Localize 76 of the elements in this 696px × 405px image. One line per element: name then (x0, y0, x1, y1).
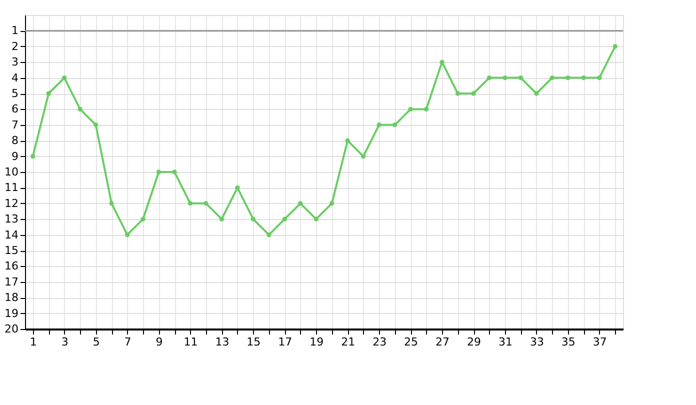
point (455, 91, 460, 96)
x-tick-label: 21 (341, 336, 356, 348)
y-tick-label: 15 (4, 244, 18, 257)
point (314, 216, 318, 222)
x-tick-label: 19 (310, 336, 324, 348)
point (518, 75, 524, 80)
point (408, 106, 413, 112)
point (534, 91, 539, 96)
point (140, 216, 146, 222)
x-tick-label: 13 (215, 336, 230, 348)
y-tick-label: 20 (4, 322, 18, 336)
y-tick-label: 18 (4, 291, 18, 304)
point (392, 122, 398, 128)
x-tick-label: 35 (561, 336, 576, 348)
point (471, 91, 476, 96)
x-tick-label: 37 (592, 336, 607, 348)
point (282, 216, 288, 222)
point (62, 75, 67, 80)
point (486, 75, 492, 80)
point (597, 75, 602, 80)
point (424, 106, 429, 112)
x-tick-label: 27 (436, 336, 450, 348)
point (550, 75, 555, 80)
point (172, 170, 177, 174)
point (30, 154, 36, 159)
point (566, 75, 570, 80)
point (124, 232, 130, 238)
y-tick-label: 17 (4, 275, 18, 288)
point (345, 138, 350, 143)
point (330, 201, 334, 206)
y-tick-label: 16 (4, 260, 18, 273)
point (78, 106, 82, 112)
y-tick-label: 19 (4, 306, 18, 320)
y-tick-label: 6 (12, 102, 18, 116)
y-tick-label: 13 (4, 212, 18, 226)
point (93, 122, 98, 128)
y-tick-label: 11 (4, 181, 18, 194)
y-tick-label: 7 (12, 118, 18, 132)
y-tick-label: 3 (12, 56, 18, 69)
point (360, 154, 366, 159)
point (581, 75, 586, 80)
y-tick-label: 2 (12, 40, 18, 53)
y-tick-label: 4 (12, 71, 18, 84)
y-tick-label: 5 (12, 87, 18, 100)
y-tick-label: 8 (12, 134, 18, 148)
x-tick-label: 25 (404, 336, 418, 348)
x-tick-label: 11 (184, 336, 198, 348)
point (376, 122, 382, 128)
x-tick-label: 7 (124, 336, 132, 348)
y-tick-label: 14 (4, 228, 18, 242)
point (440, 60, 444, 64)
point (109, 201, 114, 206)
x-tick-label: 15 (246, 336, 261, 348)
point (46, 91, 51, 96)
x-tick-label: 9 (156, 336, 163, 348)
point (502, 75, 508, 80)
point (156, 170, 162, 174)
x-tick-label: 23 (372, 336, 387, 348)
y-tick-label: 1 (12, 24, 18, 38)
point (250, 216, 256, 222)
y-tick-label: 10 (4, 166, 18, 178)
point (612, 44, 618, 49)
point (298, 201, 303, 206)
x-tick-label: 17 (278, 336, 292, 348)
point (188, 201, 193, 206)
point (204, 201, 208, 206)
y-tick-label: 12 (4, 196, 18, 210)
y-tick-label: 9 (12, 150, 18, 163)
point (266, 232, 272, 238)
point (219, 216, 224, 222)
x-tick-label: 33 (530, 336, 544, 348)
x-tick-label: 3 (61, 336, 68, 348)
x-tick-label: 1 (30, 336, 37, 348)
x-tick-label: 5 (92, 336, 100, 348)
x-tick-label: 31 (498, 336, 512, 348)
x-tick-label: 29 (467, 336, 481, 348)
